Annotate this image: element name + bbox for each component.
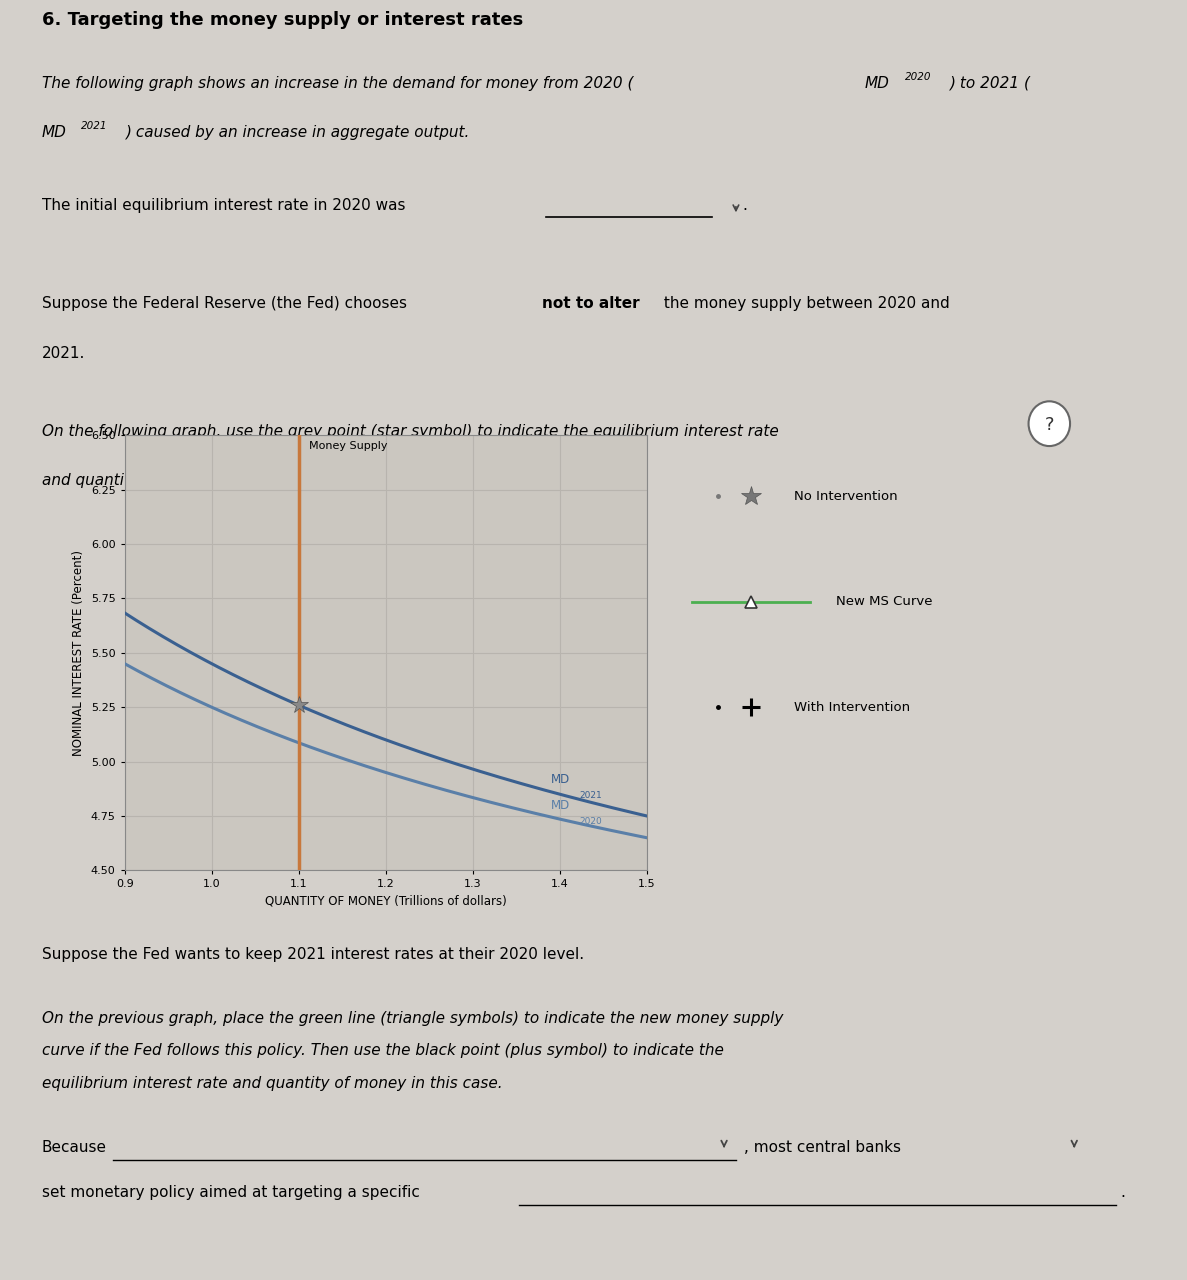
Text: , most central banks: , most central banks: [744, 1140, 901, 1156]
Text: MD: MD: [42, 124, 66, 140]
Text: ?: ?: [1045, 416, 1054, 434]
Text: Because: Because: [42, 1140, 107, 1156]
Text: The following graph shows an increase in the demand for money from 2020 (: The following graph shows an increase in…: [42, 76, 633, 91]
Text: .: .: [1121, 1185, 1125, 1201]
Text: the money supply between 2020 and: the money supply between 2020 and: [659, 297, 950, 311]
Text: Suppose the Federal Reserve (the Fed) chooses: Suppose the Federal Reserve (the Fed) ch…: [42, 297, 412, 311]
Text: On the following graph, use the grey point (star symbol) to indicate the equilib: On the following graph, use the grey poi…: [42, 424, 779, 439]
Text: Money Supply: Money Supply: [309, 442, 388, 452]
X-axis label: QUANTITY OF MONEY (Trillions of dollars): QUANTITY OF MONEY (Trillions of dollars): [265, 895, 507, 908]
Text: 2020: 2020: [904, 72, 931, 82]
Text: equilibrium interest rate and quantity of money in this case.: equilibrium interest rate and quantity o…: [42, 1075, 502, 1091]
Text: ) caused by an increase in aggregate output.: ) caused by an increase in aggregate out…: [126, 124, 470, 140]
Text: MD: MD: [551, 799, 571, 812]
Text: The initial equilibrium interest rate in 2020 was: The initial equilibrium interest rate in…: [42, 198, 405, 214]
Text: On the previous graph, place the green line (triangle symbols) to indicate the n: On the previous graph, place the green l…: [42, 1011, 783, 1027]
Text: With Intervention: With Intervention: [794, 700, 909, 714]
Text: 2020: 2020: [579, 817, 602, 826]
Text: MD: MD: [551, 773, 571, 786]
Text: .: .: [742, 198, 747, 214]
Y-axis label: NOMINAL INTEREST RATE (Percent): NOMINAL INTEREST RATE (Percent): [72, 550, 85, 755]
Text: 2021.: 2021.: [42, 346, 85, 361]
Text: curve if the Fed follows this policy. Then use the black point (plus symbol) to : curve if the Fed follows this policy. Th…: [42, 1043, 723, 1059]
Text: 2021: 2021: [579, 791, 602, 800]
Text: No Intervention: No Intervention: [794, 489, 897, 503]
Text: Suppose the Fed wants to keep 2021 interest rates at their 2020 level.: Suppose the Fed wants to keep 2021 inter…: [42, 947, 584, 961]
Text: 6. Targeting the money supply or interest rates: 6. Targeting the money supply or interes…: [42, 12, 522, 29]
Text: ) to 2021 (: ) to 2021 (: [950, 76, 1030, 91]
Text: 2021: 2021: [81, 120, 107, 131]
Text: not to alter: not to alter: [542, 297, 640, 311]
Text: MD: MD: [864, 76, 889, 91]
Text: set monetary policy aimed at targeting a specific: set monetary policy aimed at targeting a…: [42, 1185, 419, 1201]
Text: New MS Curve: New MS Curve: [836, 595, 932, 608]
Circle shape: [1029, 402, 1069, 445]
Text: and quantity of money that would result from this lack of intervention.: and quantity of money that would result …: [42, 474, 582, 488]
